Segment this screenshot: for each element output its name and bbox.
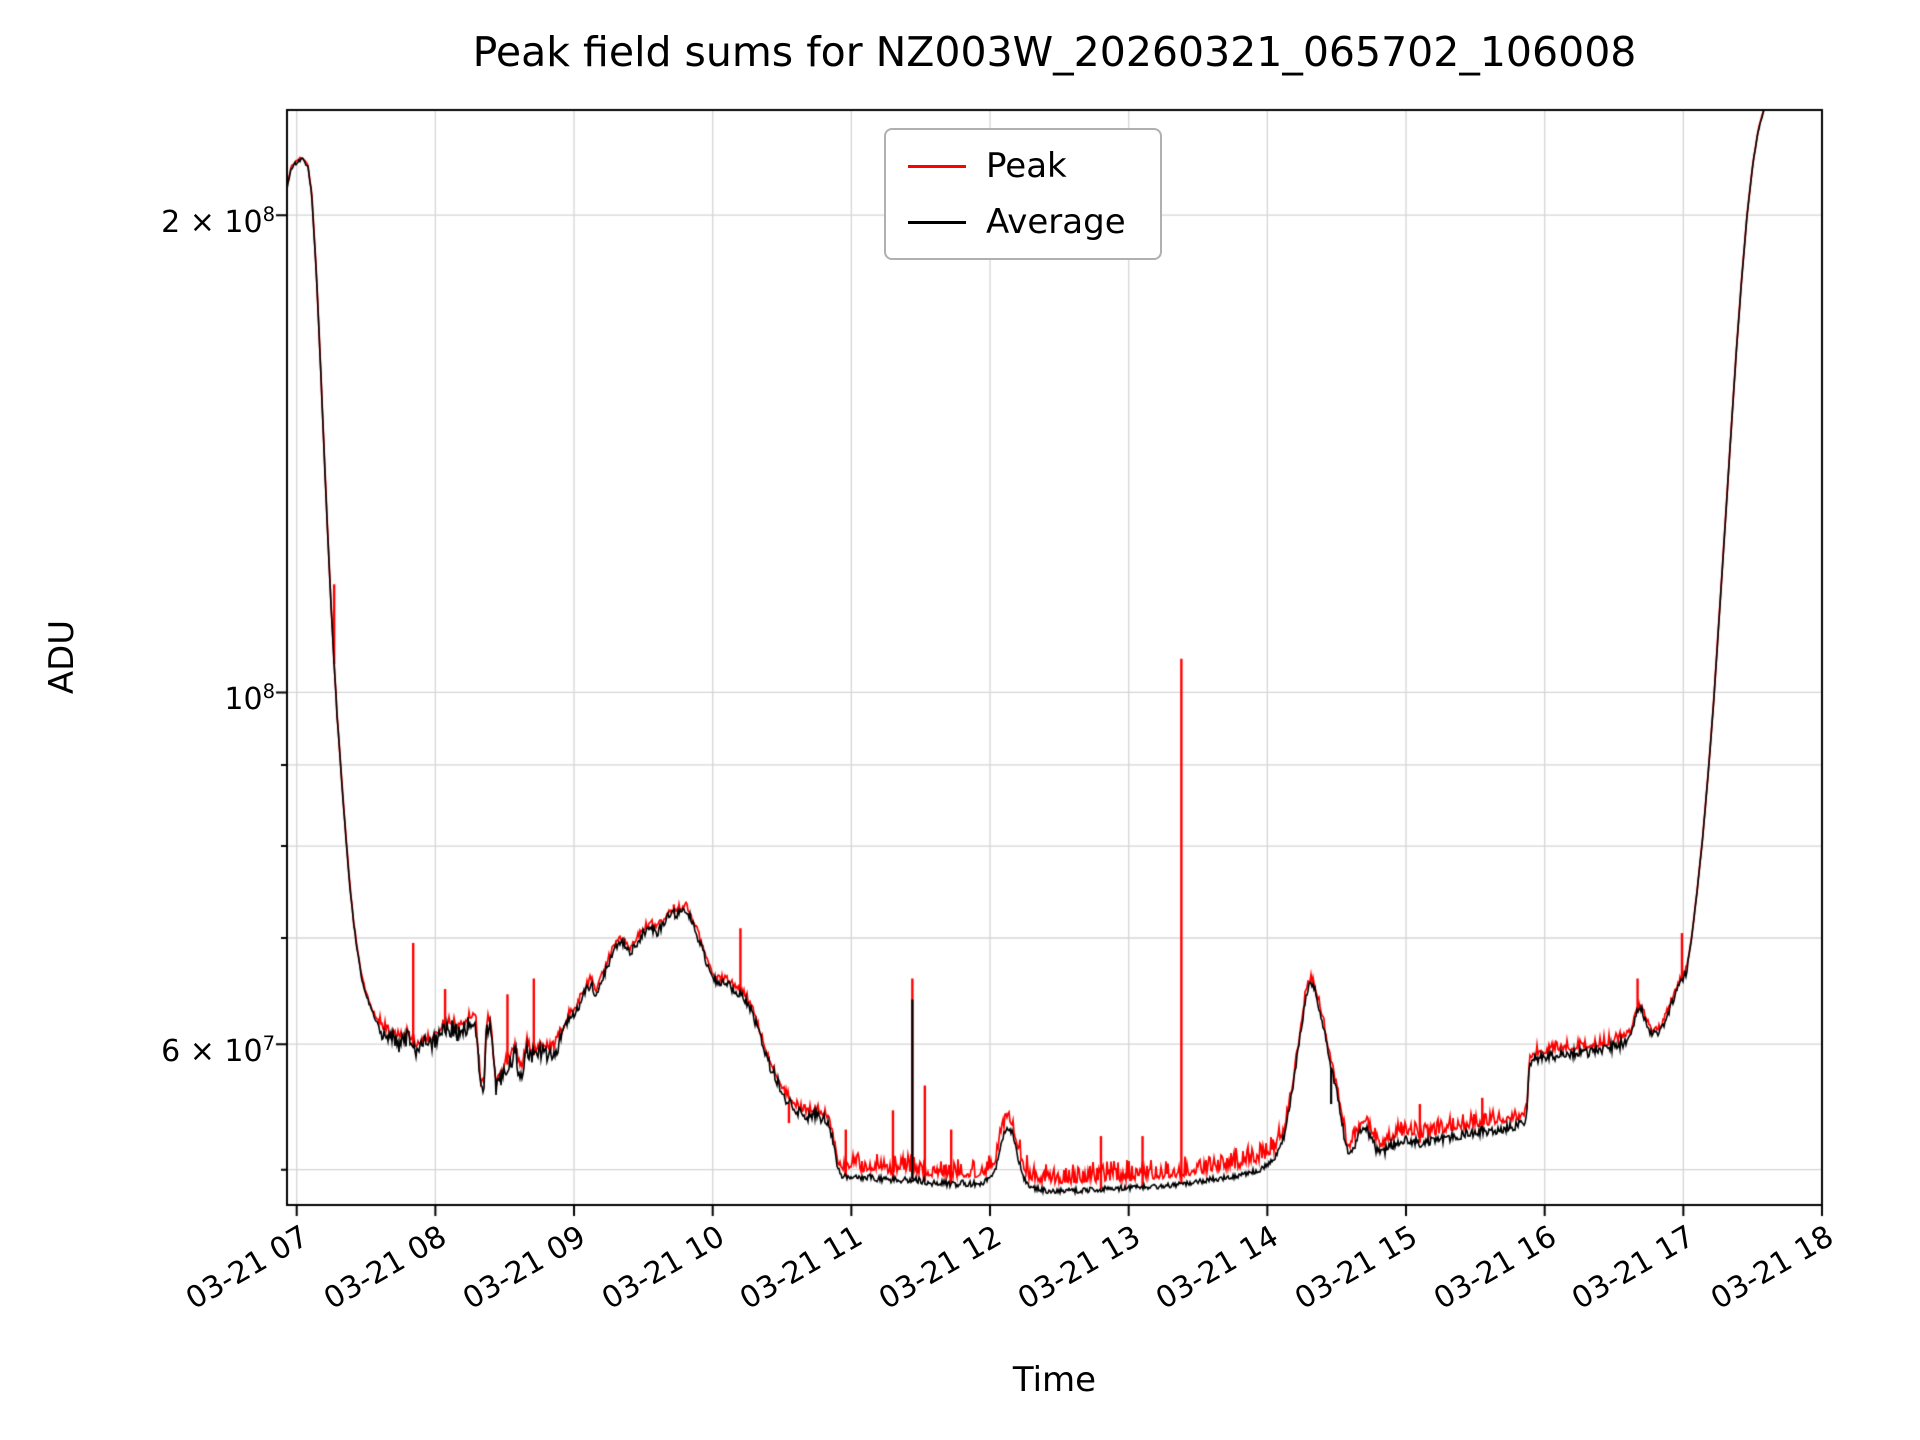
legend-label-average: Average <box>986 202 1126 242</box>
legend: Peak Average <box>884 128 1162 260</box>
legend-entry-peak: Peak <box>908 146 1126 186</box>
y-tick-label: 108 <box>224 680 275 718</box>
legend-entry-average: Average <box>908 202 1126 242</box>
chart-title: Peak field sums for NZ003W_20260321_0657… <box>472 28 1637 76</box>
y-tick-label: 2 × 108 <box>161 203 275 241</box>
legend-label-peak: Peak <box>986 146 1067 186</box>
legend-swatch-average <box>908 220 966 224</box>
y-tick-label: 6 × 107 <box>161 1032 275 1070</box>
legend-swatch-peak <box>908 164 966 168</box>
x-axis-label: Time <box>1012 1360 1097 1400</box>
y-axis-label: ADU <box>42 619 82 695</box>
